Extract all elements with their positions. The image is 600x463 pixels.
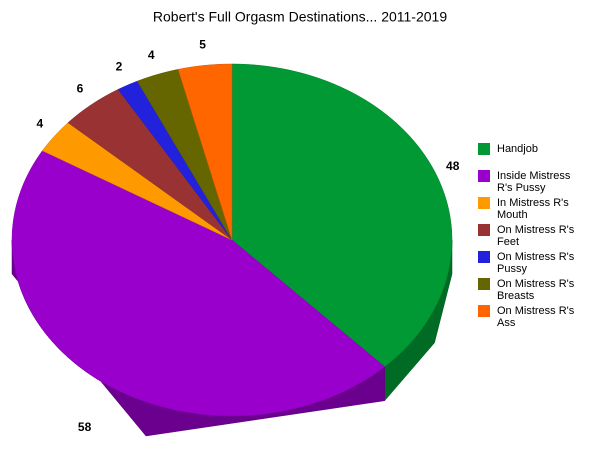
legend-label: On Mistress R's Breasts (497, 278, 575, 302)
legend-label: In Mistress R's Mouth (497, 197, 569, 221)
slice (11, 150, 386, 417)
legend-swatch (478, 278, 490, 290)
legend-swatch (478, 143, 490, 155)
legend: Handjob Inside Mistress R's Pussy In Mistr… (478, 143, 578, 332)
legend-label: Inside Mistress R's Pussy (497, 170, 571, 194)
legend-swatch (478, 197, 490, 209)
legend-item: On Mistress R's Pussy (478, 251, 578, 278)
legend-swatch (478, 305, 490, 317)
value-label: 48 (446, 159, 460, 173)
legend-label: On Mistress R's Feet (497, 224, 575, 248)
slice (136, 69, 233, 241)
chart-title: Robert's Full Orgasm Destinations... 201… (153, 9, 447, 25)
legend-label: On Mistress R's Ass (497, 305, 575, 329)
slice (67, 89, 233, 241)
value-label: 58 (78, 420, 92, 434)
slice (177, 63, 233, 241)
legend-swatch (478, 251, 490, 263)
value-label: 2 (116, 60, 123, 74)
legend-item: Handjob (478, 143, 578, 170)
legend-item: In Mistress R's Mouth (478, 197, 578, 224)
legend-label: On Mistress R's Pussy (497, 251, 575, 275)
slice (42, 122, 233, 241)
legend-item: On Mistress R's Breasts (478, 278, 578, 305)
legend-swatch (478, 224, 490, 236)
legend-item: Inside Mistress R's Pussy (478, 170, 578, 197)
legend-label: Handjob (497, 143, 538, 155)
legend-swatch (478, 170, 490, 182)
value-label: 4 (36, 117, 43, 131)
legend-item: On Mistress R's Feet (478, 224, 578, 251)
value-label: 6 (77, 81, 84, 95)
value-label: 4 (148, 48, 155, 62)
value-label: 5 (199, 38, 206, 52)
slice (117, 80, 233, 241)
slice (231, 63, 453, 368)
legend-item: On Mistress R's Ass (478, 305, 578, 332)
